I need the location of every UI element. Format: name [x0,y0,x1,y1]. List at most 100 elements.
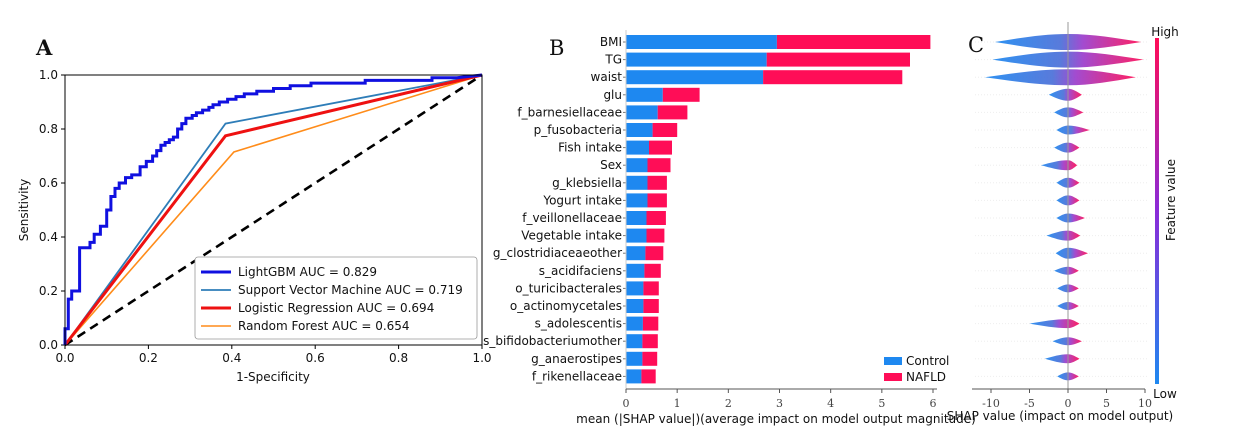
beeswarm-feature-swarm [1048,88,1082,101]
shap-bar-nafld [657,105,688,120]
shap-bar-nafld [647,193,667,208]
shap-bar-legend: Control NAFLD [884,354,949,384]
beeswarm-feature-swarm [1052,337,1082,346]
shap-bar-control [626,158,648,173]
roc-plot-frame [64,74,483,346]
shap-bar-control [626,193,648,208]
shap-feature-label: g_anaerostipes [531,352,622,366]
roc-legend-label-lr: Logistic Regression AUC = 0.694 [238,301,434,315]
shap-feature-label: s_bifidobacteriumother [483,334,622,348]
roc-ytick-label: 0.8 [39,122,58,136]
shap-bars: BMI TG waist glu f_barnesiellaceae p_fusobact… [483,35,931,384]
roc-xlabel: 1-Specificity [236,370,310,384]
beeswarm-feature-swarm [1056,125,1090,135]
shap-bar-xtick-label: 3 [776,397,783,410]
beeswarm-feature-swarm [1046,230,1081,241]
roc-legend-label-lightgbm: LightGBM AUC = 0.829 [238,265,377,279]
shap-bar-control [626,334,643,349]
shap-legend-label-control: Control [906,354,949,368]
shap-bar-control [626,351,643,366]
roc-ylabel: Sensitivity [17,179,31,241]
roc-curve-diagonal [64,73,483,347]
shap-feature-label: f_barnesiellaceae [517,105,622,119]
shap-bar-nafld [646,228,665,243]
beeswarm-xtick-label: -5 [1024,397,1035,410]
shap-bar-xtick-label: 2 [725,397,732,410]
beeswarm-feature-swarm [1054,266,1079,275]
colorbar-high-label: High [1151,25,1179,39]
shap-legend-label-nafld: NAFLD [906,370,946,384]
shap-bar-control [626,281,644,296]
shap-bar-nafld [649,140,672,155]
shap-bar-control [626,52,767,67]
shap-bar-control [626,369,642,384]
shap-bar-xtick-label: 1 [674,397,681,410]
shap-bar-control [626,123,653,137]
shap-feature-label: Yogurt intake [542,193,622,207]
roc-xtick-label: 1.0 [472,351,491,365]
roc-xtick-label: 0.6 [306,351,325,365]
shap-bar-nafld [643,281,659,296]
panel-b-letter: B [549,36,564,60]
beeswarm-xtick-label: -10 [982,397,1000,410]
shap-bar-nafld [766,52,910,67]
roc-xtick-label: 0.8 [389,351,408,365]
shap-bar-control [626,87,663,102]
shap-bar-nafld [647,158,671,173]
roc-legend-box [194,256,478,340]
shap-bar-xtick-label: 4 [827,397,834,410]
shap-feature-label: o_actinomycetales [510,299,622,313]
shap-bar-control [626,140,649,155]
roc-xtick-label: 0.2 [139,351,158,365]
roc-legend-label-rf: Random Forest AUC = 0.654 [238,319,410,333]
beeswarm-feature-swarm [1054,142,1080,153]
shap-feature-label: BMI [600,35,622,49]
roc-curve-lr [63,73,483,346]
shap-feature-label: s_adolescentis [535,317,622,331]
shap-bar-xtick-label: 5 [878,397,885,410]
shap-feature-label: f_rikenellaceae [532,369,622,383]
shap-bar-nafld [645,246,664,261]
shap-bar-control [626,263,645,278]
shap-feature-label: Vegetable intake [521,229,622,243]
shap-bar-control [626,228,647,243]
shap-bar-nafld [644,263,661,278]
beeswarm-ticks: -10 -5 0 5 10 [982,389,1152,410]
roc-legend: LightGBM AUC = 0.829 Support Vector Machi… [194,256,478,340]
shap-feature-label: g_clostridiaceaeother [493,246,622,260]
shap-bar-nafld [647,175,667,190]
beeswarm-xlabel: SHAP value (impact on model output) [947,409,1174,423]
roc-ytick-label: 0.4 [39,230,58,244]
beeswarm-feature-swarm [1044,354,1080,364]
shap-bar-control [626,175,648,190]
shap-feature-label: TG [604,53,622,67]
shap-feature-label: waist [591,70,623,84]
beeswarm-feature-swarm [984,69,1136,86]
shap-bar-ticks: 0 1 2 3 4 5 6 [623,389,937,410]
shap-bar-control [626,299,644,313]
beeswarm-feature-swarm [1041,160,1078,171]
shap-feature-label: Sex [600,158,622,172]
shap-bar-nafld [641,369,656,384]
shap-feature-label: p_fusobacteria [534,123,622,137]
shap-feature-label: f_veillonellaceae [522,211,622,225]
roc-ytick-label: 0.6 [39,176,58,190]
beeswarm-feature-swarm [1055,247,1088,259]
shap-bar-control [626,70,764,85]
shap-bar-control [626,211,647,225]
shap-bar-nafld [763,70,903,85]
roc-curves [63,73,483,347]
shap-bar-nafld [652,123,678,137]
shap-bar-xtick-label: 0 [623,397,630,410]
colorbar-low-label: Low [1153,387,1177,401]
roc-ytick-label: 0.2 [39,284,58,298]
beeswarm-rows [975,34,1148,381]
roc-ytick-label: 0.0 [39,338,58,352]
roc-curve-rf [64,74,483,346]
panel-a-letter: A [35,35,53,60]
shap-bar-control [626,246,646,261]
shap-bar-xtick-label: 6 [930,397,937,410]
shap-feature-label: g_klebsiella [552,176,622,190]
shap-bar-panel: B BMI TG waist glu f_barnesiellaceae p_fusoba… [483,30,976,426]
roc-ytick-label: 1.0 [39,68,58,82]
